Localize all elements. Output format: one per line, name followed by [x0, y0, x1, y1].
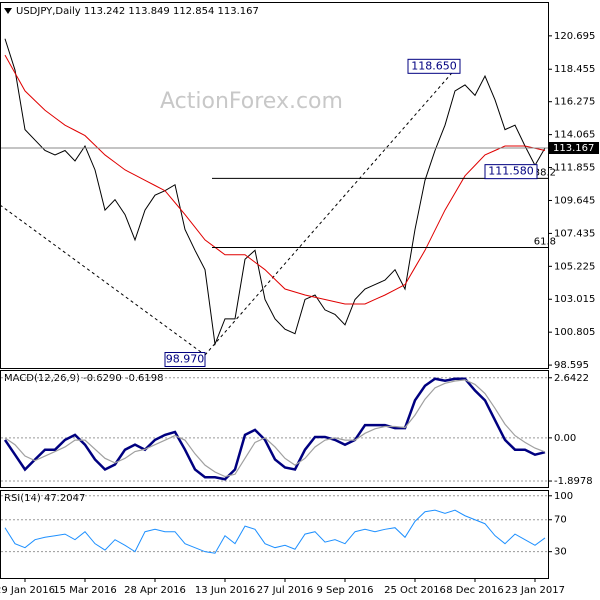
x-tick-label: 25 Oct 2016: [384, 585, 446, 596]
trend-line: [0, 204, 206, 356]
last-price-label: 113.167: [553, 143, 594, 154]
annotation-box: [407, 58, 461, 74]
macd-panel: [0, 370, 549, 488]
series-line: [4, 54, 546, 305]
rsi-title: RSI(14) 47.2047: [4, 493, 85, 504]
annotation-box: [164, 352, 206, 368]
x-tick-label: 15 Mar 2016: [53, 585, 116, 596]
annotation-box: [484, 164, 538, 180]
y-tick-label: 70: [554, 515, 567, 526]
x-tick-label: 27 Jul 2016: [257, 585, 314, 596]
y-tick-label: 116.275: [554, 97, 595, 108]
fib-label: 61.8: [534, 236, 556, 247]
y-tick-label: 0.00: [554, 433, 576, 444]
y-tick-label: 2.6422: [554, 373, 589, 384]
x-tick-label: 9 Sep 2016: [316, 585, 373, 596]
x-tick-label: 28 Apr 2016: [124, 585, 186, 596]
series-line: [4, 38, 546, 347]
annotation-label: 118.650: [411, 59, 457, 72]
price-panel: [0, 2, 549, 369]
x-tick-label: 8 Dec 2016: [446, 585, 504, 596]
annotation-label: 111.580: [488, 165, 534, 178]
x-tick-label: 13 Jun 2016: [195, 585, 255, 596]
macd-title: MACD(12,26,9) -0.6290 -0.6198: [4, 373, 164, 384]
series-line: [4, 509, 546, 554]
watermark: ActionForex.com: [160, 89, 343, 114]
y-tick-label: 30: [554, 547, 567, 558]
y-tick-label: 100.805: [554, 327, 595, 338]
y-tick-label: 118.455: [554, 64, 595, 75]
series-line: [4, 379, 546, 478]
trend-line: [204, 65, 459, 356]
y-tick-label: 109.645: [554, 195, 595, 206]
y-tick-label: 111.855: [554, 163, 595, 174]
y-tick-label: 103.015: [554, 294, 595, 305]
y-tick-label: 107.435: [554, 228, 595, 239]
menu-arrow: [4, 8, 12, 14]
y-tick-label: 100: [554, 491, 573, 502]
rsi-panel: [0, 490, 549, 579]
price-title: USDJPY,Daily 113.242 113.849 112.854 113…: [16, 6, 259, 17]
fib-label: 38.2: [534, 167, 556, 178]
y-tick-label: 105.225: [554, 261, 595, 272]
annotation-label: 98.970: [166, 353, 205, 366]
y-tick-label: 120.695: [554, 31, 595, 42]
last-price-tag: [549, 142, 599, 155]
y-tick-label: -1.8978: [554, 476, 593, 487]
y-tick-label: 114.065: [554, 130, 595, 141]
y-tick-label: 98.595: [554, 360, 589, 371]
x-tick-label: 29 Jan 2016: [0, 585, 55, 596]
x-tick-label: 23 Jan 2017: [505, 585, 565, 596]
series-line: [3, 377, 546, 481]
